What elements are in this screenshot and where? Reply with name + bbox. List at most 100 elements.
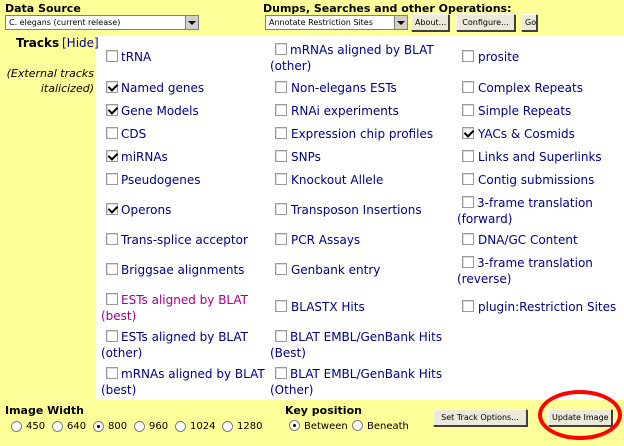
width-label: 450 <box>26 421 46 432</box>
track-checkbox[interactable] <box>275 300 287 312</box>
track-checkbox[interactable] <box>275 367 287 379</box>
track-checkbox[interactable] <box>462 256 474 268</box>
track-label[interactable]: BLASTX Hits <box>291 300 365 314</box>
width-radio-640[interactable] <box>52 421 63 432</box>
track-label[interactable]: YACs & Cosmids <box>478 127 575 141</box>
track-checkbox[interactable] <box>462 233 474 245</box>
track-checkbox[interactable] <box>462 300 474 312</box>
track-label[interactable]: mRNAs aligned by BLAT (other) <box>270 43 434 73</box>
track-label[interactable]: tRNA <box>121 50 152 64</box>
track-label[interactable]: Non-elegans ESTs <box>291 81 397 95</box>
track-label[interactable]: BLAT EMBL/GenBank Hits (Other) <box>270 367 443 397</box>
width-label: 1280 <box>237 421 263 432</box>
data-source-select[interactable]: C. elegans (current release) <box>5 15 199 30</box>
track-checkbox[interactable] <box>106 127 118 139</box>
track-label[interactable]: Trans-splice acceptor <box>121 233 248 247</box>
configure-button[interactable]: Configure... <box>456 14 515 31</box>
track-label[interactable]: mRNAs aligned by BLAT (best) <box>101 367 265 397</box>
track-label[interactable]: prosite <box>478 50 520 64</box>
chevron-down-icon[interactable] <box>185 16 198 29</box>
track-checkbox[interactable] <box>462 150 474 162</box>
track-label[interactable]: 3-frame translation (forward) <box>457 196 593 226</box>
track-label[interactable]: Transposon Insertions <box>291 203 422 217</box>
track-label[interactable]: DNA/GC Content <box>478 233 578 247</box>
highlight-ring <box>538 390 622 440</box>
key-radio-beneath[interactable] <box>352 420 363 431</box>
track-label[interactable]: ESTs aligned by BLAT (other) <box>101 330 249 360</box>
track-checkbox[interactable] <box>462 50 474 62</box>
track-checkbox[interactable] <box>275 81 287 93</box>
track-checkbox[interactable] <box>106 203 118 215</box>
set-track-options-button[interactable]: Set Track Options... <box>433 409 527 426</box>
track-label[interactable]: Named genes <box>121 81 205 95</box>
track-label[interactable]: Gene Models <box>121 104 199 118</box>
hide-tracks-link[interactable]: [Hide] <box>62 36 99 50</box>
tracks-title: Tracks <box>16 36 60 50</box>
track-label[interactable]: BLAT EMBL/GenBank Hits (Best) <box>270 330 443 360</box>
dumps-value: Annotate Restriction Sites <box>269 18 373 27</box>
dumps-select[interactable]: Annotate Restriction Sites <box>265 15 408 30</box>
width-radio-800[interactable] <box>93 421 104 432</box>
track-label[interactable]: 3-frame translation (reverse) <box>457 256 593 286</box>
width-radio-1024[interactable] <box>175 421 186 432</box>
track-label[interactable]: Expression chip profiles <box>291 127 434 141</box>
about-button[interactable]: About... <box>411 14 449 31</box>
width-radio-960[interactable] <box>134 421 145 432</box>
track-label[interactable]: Complex Repeats <box>478 81 583 95</box>
track-label[interactable]: Briggsae alignments <box>121 263 245 277</box>
track-label[interactable]: Operons <box>121 203 172 217</box>
key-position-label: Key position <box>285 404 362 417</box>
tracks-side-panel <box>0 36 96 400</box>
go-button[interactable]: Go <box>521 14 537 31</box>
track-checkbox[interactable] <box>275 330 287 342</box>
track-checkbox[interactable] <box>275 173 287 185</box>
key-position-option: Between <box>304 421 348 432</box>
width-label: 640 <box>67 421 87 432</box>
track-label-external[interactable]: ESTs aligned by BLAT (best) <box>101 293 249 323</box>
track-checkbox[interactable] <box>106 263 118 275</box>
track-label[interactable]: SNPs <box>291 150 321 164</box>
track-label[interactable]: Pseudogenes <box>121 173 201 187</box>
track-checkbox[interactable] <box>106 173 118 185</box>
track-checkbox[interactable] <box>462 81 474 93</box>
track-checkbox[interactable] <box>462 127 474 139</box>
key-radio-between[interactable] <box>289 420 300 431</box>
track-checkbox[interactable] <box>275 203 287 215</box>
track-checkbox[interactable] <box>106 81 118 93</box>
track-checkbox[interactable] <box>275 150 287 162</box>
track-checkbox[interactable] <box>275 233 287 245</box>
track-checkbox[interactable] <box>275 104 287 116</box>
track-label[interactable]: Contig submissions <box>478 173 595 187</box>
chevron-down-icon[interactable] <box>394 16 407 29</box>
width-radio-1280[interactable] <box>222 421 233 432</box>
track-checkbox[interactable] <box>275 263 287 275</box>
track-checkbox[interactable] <box>106 50 118 62</box>
track-label[interactable]: Knockout Allele <box>291 173 384 187</box>
track-checkbox[interactable] <box>106 104 118 116</box>
track-checkbox[interactable] <box>106 293 118 305</box>
track-label[interactable]: PCR Assays <box>291 233 361 247</box>
width-label: 960 <box>149 421 169 432</box>
dumps-label: Dumps, Searches and other Operations: <box>263 2 512 15</box>
track-label[interactable]: miRNAs <box>121 150 168 164</box>
track-label[interactable]: RNAi experiments <box>291 104 399 118</box>
data-source-label: Data Source <box>5 2 81 15</box>
image-width-label: Image Width <box>5 404 85 417</box>
track-label[interactable]: Simple Repeats <box>478 104 572 118</box>
track-checkbox[interactable] <box>462 173 474 185</box>
data-source-value: C. elegans (current release) <box>9 18 121 27</box>
track-checkbox[interactable] <box>106 150 118 162</box>
track-checkbox[interactable] <box>106 330 118 342</box>
track-label[interactable]: Genbank entry <box>291 263 381 277</box>
track-checkbox[interactable] <box>275 127 287 139</box>
track-checkbox[interactable] <box>462 196 474 208</box>
track-label[interactable]: Links and Superlinks <box>478 150 602 164</box>
track-checkbox[interactable] <box>106 233 118 245</box>
track-checkbox[interactable] <box>106 367 118 379</box>
width-label: 800 <box>108 421 128 432</box>
track-checkbox[interactable] <box>275 43 287 55</box>
track-label[interactable]: plugin:Restriction Sites <box>478 300 617 314</box>
track-label[interactable]: CDS <box>121 127 147 141</box>
width-radio-450[interactable] <box>11 421 22 432</box>
track-checkbox[interactable] <box>462 104 474 116</box>
